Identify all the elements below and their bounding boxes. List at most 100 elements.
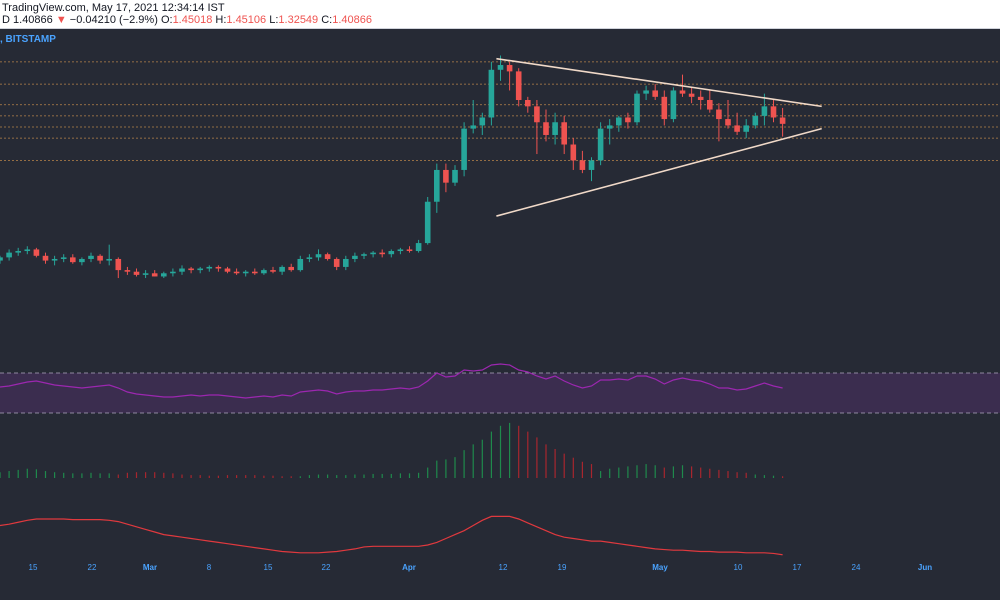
low-label: L:: [269, 14, 279, 26]
candle-body-73: [661, 96, 668, 120]
candle-body-13: [115, 258, 122, 271]
last-price: 1.40866: [13, 14, 53, 26]
x-tick-label-7: 12: [499, 563, 508, 572]
candle-body-78: [707, 100, 713, 110]
candle-body-50: [452, 169, 458, 183]
candle-body-45: [406, 249, 413, 252]
change-value: −0.04210 (−2.9%): [69, 14, 158, 26]
candle-body-70: [634, 93, 640, 123]
candle-body-14: [124, 270, 131, 272]
candle-body-56: [506, 65, 513, 72]
x-tick-label-2: Mar: [143, 563, 157, 572]
candle-body-30: [270, 270, 276, 272]
candle-body-55: [497, 65, 504, 70]
candle-body-4: [33, 249, 40, 256]
candle-body-18: [161, 273, 167, 277]
candle-body-79: [716, 109, 722, 120]
candle-body-65: [588, 160, 595, 170]
change-arrow: ▼: [55, 14, 67, 26]
candle-body-64: [579, 160, 586, 170]
candle-body-7: [60, 257, 67, 259]
candle-body-26: [233, 271, 240, 274]
candle-body-48: [434, 169, 440, 202]
candle-body-28: [252, 271, 258, 274]
candle-body-31: [279, 266, 285, 272]
candle-body-38: [343, 258, 349, 267]
open-label: O:: [160, 14, 173, 26]
candle-body-58: [525, 100, 531, 107]
candle-body-10: [88, 255, 94, 259]
candle-body-68: [616, 117, 622, 126]
candle-body-41: [370, 252, 376, 255]
candle-body-49: [443, 169, 449, 183]
x-tick-label-11: 17: [793, 563, 802, 572]
candle-body-74: [670, 90, 677, 120]
candle-body-27: [242, 271, 249, 274]
candle-body-9: [79, 258, 85, 263]
candle-body-59: [534, 106, 540, 123]
candle-body-0: [0, 257, 3, 261]
candle-body-66: [597, 128, 604, 161]
low-value: 1.32549: [278, 14, 319, 26]
close-label: C:: [321, 14, 333, 26]
candle-body-37: [333, 258, 340, 267]
candle-body-22: [197, 268, 203, 271]
candle-body-60: [543, 122, 549, 135]
oscillator-line: [0, 515, 783, 556]
candle-body-1: [6, 252, 12, 258]
candle-body-61: [552, 122, 558, 135]
ohlc-readout: D 1.40866 ▼ −0.04210 (−2.9%) O:1.45018 H…: [2, 14, 372, 26]
candle-body-62: [561, 122, 567, 145]
candle-body-12: [106, 258, 112, 261]
candle-body-23: [206, 266, 213, 269]
candle-body-2: [15, 251, 21, 253]
candle-body-15: [133, 271, 140, 275]
candle-body-86: [779, 117, 786, 124]
candle-body-63: [570, 144, 577, 161]
close-value: 1.40866: [332, 14, 372, 26]
candle-body-54: [488, 69, 495, 118]
candle-body-32: [288, 266, 294, 271]
candle-body-5: [42, 255, 49, 261]
chart-header: TradingView.com, May 17, 2021 12:34:14 I…: [0, 0, 1000, 29]
candle-body-57: [515, 71, 522, 100]
source-line: TradingView.com, May 17, 2021 12:34:14 I…: [2, 2, 225, 14]
x-tick-label-13: Jun: [918, 563, 932, 572]
x-tick-label-5: 22: [322, 563, 331, 572]
candle-body-6: [51, 258, 58, 261]
candle-body-75: [679, 90, 686, 94]
candle-body-80: [725, 119, 731, 126]
x-tick-label-3: 8: [207, 563, 212, 572]
candle-body-36: [324, 254, 331, 259]
candle-body-33: [297, 258, 304, 271]
x-tick-label-1: 22: [88, 563, 97, 572]
candle-body-21: [188, 268, 194, 271]
partial-prefix: D: [2, 14, 10, 26]
candle-body-77: [697, 96, 704, 100]
candle-body-19: [170, 271, 176, 274]
x-tick-label-9: May: [652, 563, 668, 572]
candle-body-72: [652, 90, 658, 97]
candle-body-76: [688, 93, 695, 97]
candle-body-24: [215, 266, 222, 269]
candle-body-82: [743, 125, 749, 132]
x-tick-label-12: 24: [852, 563, 861, 572]
candle-body-3: [24, 249, 31, 252]
candle-body-43: [388, 251, 395, 255]
x-tick-label-8: 19: [558, 563, 567, 572]
candle-body-8: [70, 257, 76, 263]
price-chart[interactable]: 15 22 Mar 8 15 22 Apr 12 19 May 10 17 24 Jun: [0, 28, 1000, 600]
candle-body-51: [461, 128, 467, 170]
candle-body-85: [770, 106, 777, 118]
rsi-line: [0, 363, 783, 399]
candle-body-47: [424, 201, 431, 244]
candle-body-17: [151, 273, 158, 277]
candle-body-52: [470, 125, 476, 129]
trendline-0: [496, 57, 822, 108]
candle-body-16: [142, 273, 149, 275]
candle-body-42: [379, 252, 385, 255]
candle-body-35: [315, 254, 322, 258]
open-value: 1.45018: [172, 14, 213, 26]
candle-body-40: [361, 254, 367, 256]
candle-body-81: [734, 125, 740, 132]
